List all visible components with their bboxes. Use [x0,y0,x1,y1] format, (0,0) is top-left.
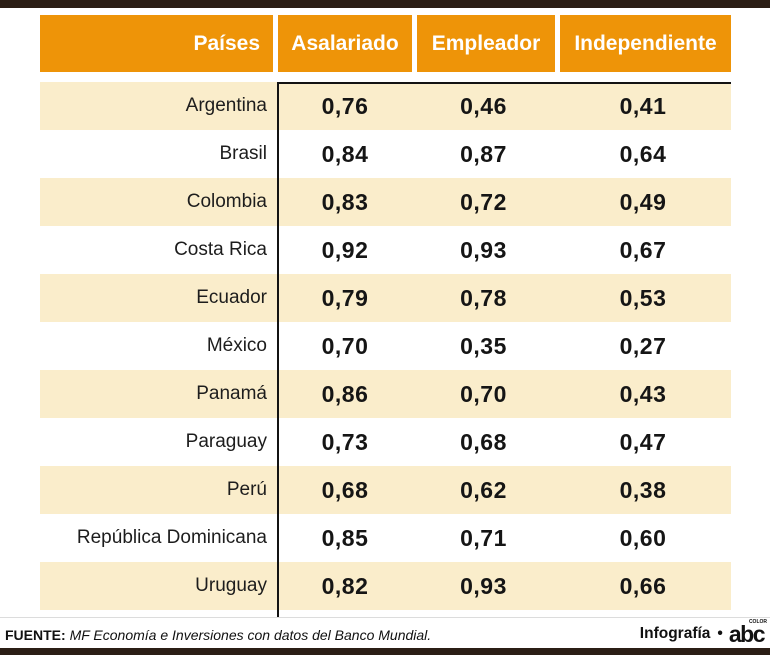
table-row: Paraguay 0,73 0,68 0,47 [40,418,731,466]
value-cell: 0,76 [321,92,369,119]
country-label: Panamá [196,383,267,404]
value-cell: 0,27 [619,332,667,359]
value-cell: 0,38 [619,476,667,503]
table-row: Ecuador 0,79 0,78 0,53 [40,274,731,322]
value-cell: 0,82 [321,572,369,599]
column-divider-rule [277,82,279,617]
table-row: Costa Rica 0,92 0,93 0,67 [40,226,731,274]
value-cell: 0,47 [619,428,667,455]
source-line: FUENTE: MF Economía e Inversiones con da… [5,627,431,643]
value-cell: 0,79 [321,284,369,311]
value-cell: 0,78 [460,284,507,311]
source-text: MF Economía e Inversiones con datos del … [69,627,432,643]
credit-line: Infografía • abc COLOR [639,618,767,647]
table-row: Brasil 0,84 0,87 0,64 [40,130,731,178]
value-cell: 0,87 [460,140,507,167]
value-cell: 0,60 [619,524,667,551]
table-row: Perú 0,68 0,62 0,38 [40,466,731,514]
credit-label: Infografía [639,625,711,642]
value-cell: 0,62 [460,476,507,503]
value-cell: 0,93 [460,236,507,263]
country-label: Uruguay [195,575,267,596]
value-cell: 0,86 [321,380,369,407]
value-cell: 0,53 [619,284,667,311]
country-label: República Dominicana [76,527,267,548]
abc-color-logo: abc COLOR [728,618,767,647]
value-cell: 0,64 [619,140,667,167]
logo-text: abc [728,620,766,647]
bullet-separator: • [717,625,723,642]
value-cell: 0,66 [619,572,667,599]
country-label: Costa Rica [174,239,267,260]
table-row: República Dominicana 0,85 0,71 0,60 [40,514,731,562]
footer-divider [0,617,770,618]
value-cell: 0,67 [619,236,667,263]
country-label: Argentina [185,95,267,116]
value-cell: 0,41 [619,92,667,119]
table-header: Países Asalariado Empleador Independient… [40,15,731,72]
country-label: Paraguay [185,431,267,452]
header-asalariado: Asalariado [278,15,412,72]
value-cell: 0,84 [321,140,369,167]
values-top-rule [277,82,731,84]
value-cell: 0,72 [460,188,507,215]
table-row: México 0,70 0,35 0,27 [40,322,731,370]
table-row: Uruguay 0,82 0,93 0,66 [40,562,731,610]
country-label: Brasil [219,143,267,164]
country-label: Perú [226,479,267,500]
value-cell: 0,49 [619,188,667,215]
value-cell: 0,73 [321,428,369,455]
value-cell: 0,70 [321,332,369,359]
table-row: Colombia 0,83 0,72 0,49 [40,178,731,226]
header-paises: Países [40,15,273,72]
value-cell: 0,71 [460,524,507,551]
header-independiente: Independiente [560,15,731,72]
value-cell: 0,43 [619,380,667,407]
table-body: Argentina 0,76 0,46 0,41 Brasil 0,84 0,87 0,64 C… [40,82,731,610]
country-label: Colombia [186,191,267,212]
bottom-border-bar [0,648,770,655]
value-cell: 0,93 [460,572,507,599]
country-label: Ecuador [196,287,267,308]
top-border-bar [0,0,770,8]
value-cell: 0,68 [460,428,507,455]
table-row: Argentina 0,76 0,46 0,41 [40,82,731,130]
value-cell: 0,85 [321,524,369,551]
value-cell: 0,68 [321,476,369,503]
source-label: FUENTE: [5,627,66,643]
value-cell: 0,83 [321,188,369,215]
country-label: México [206,335,267,356]
value-cell: 0,35 [460,332,507,359]
logo-color-text: COLOR [748,618,767,625]
header-empleador: Empleador [417,15,555,72]
table-row: Panamá 0,86 0,70 0,43 [40,370,731,418]
value-cell: 0,46 [460,92,507,119]
value-cell: 0,70 [460,380,507,407]
value-cell: 0,92 [321,236,369,263]
